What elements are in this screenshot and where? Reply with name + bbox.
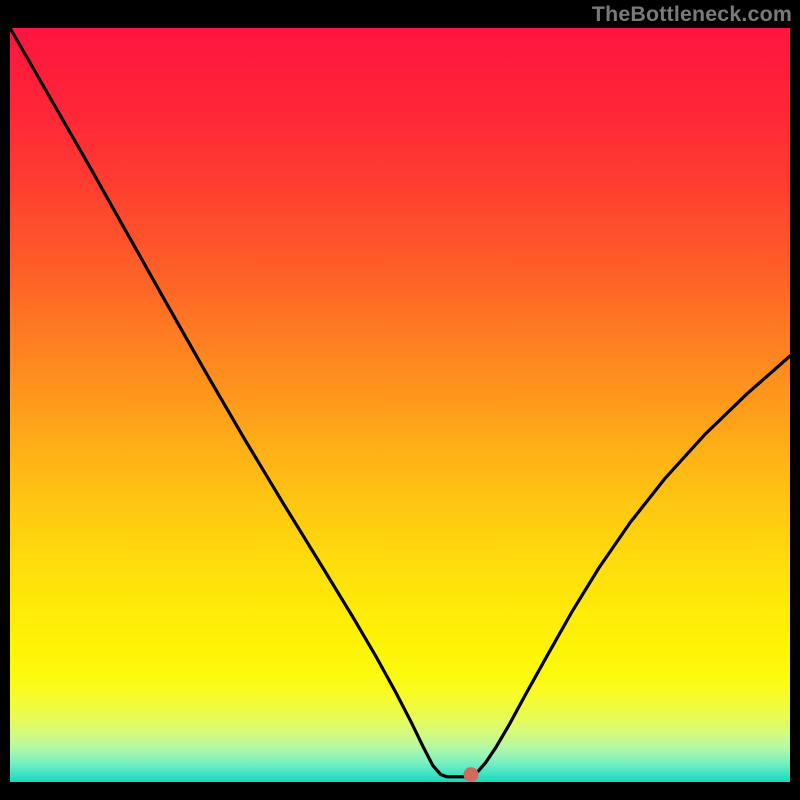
bottleneck-curve-chart <box>0 0 800 800</box>
optimum-marker <box>464 767 479 781</box>
figure-root: TheBottleneck.com <box>0 0 800 800</box>
plot-background-gradient <box>10 28 790 782</box>
